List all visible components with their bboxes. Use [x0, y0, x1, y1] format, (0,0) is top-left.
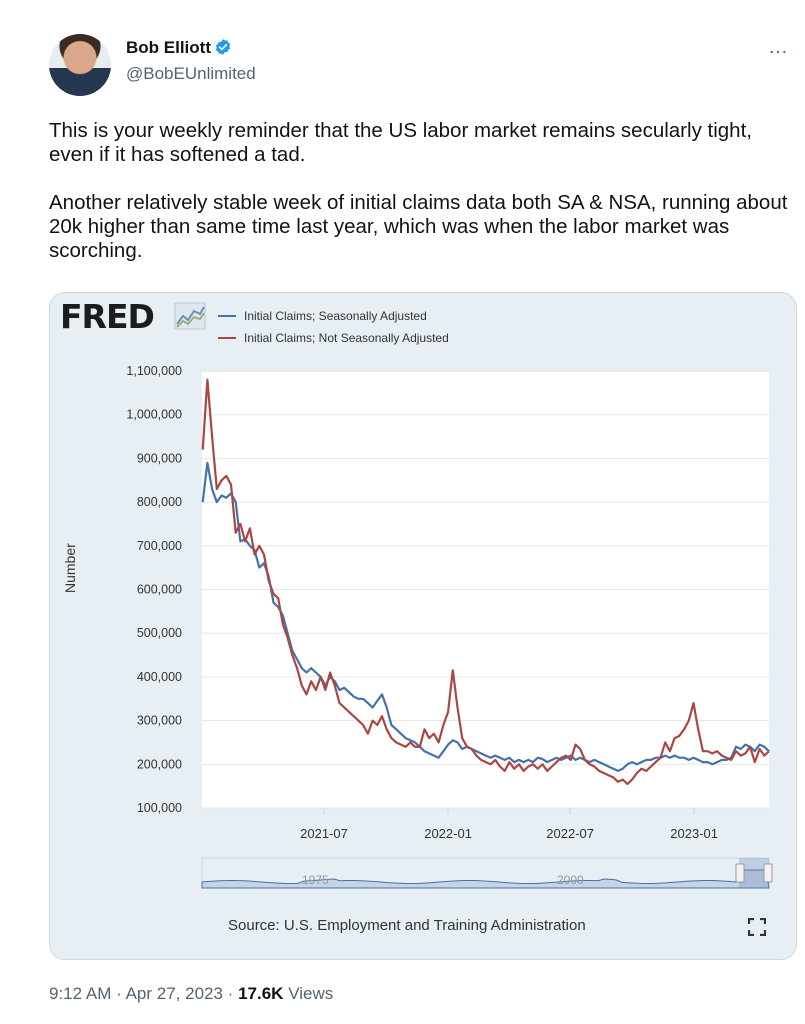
y-tick-label: 300,000 [137, 714, 182, 728]
x-tick-label: 2021-07 [300, 826, 348, 841]
author-name[interactable]: Bob Elliott [126, 38, 211, 57]
y-tick-label: 600,000 [137, 583, 182, 597]
tweet-paragraph: This is your weekly reminder that the US… [49, 119, 752, 166]
tweet-text: This is your weekly reminder that the US… [49, 119, 794, 287]
author-name-row[interactable]: Bob Elliott [126, 38, 232, 58]
chart-legend: Initial Claims; Seasonally Adjusted Init… [218, 305, 449, 349]
line-chart: 1,100,000 1,000,000 900,000 800,000 700,000 6… [126, 364, 773, 889]
navigator-series [201, 869, 770, 889]
author-handle[interactable]: @BobEUnlimited [126, 64, 256, 83]
views-count: 17.6K [238, 984, 284, 1003]
legend-label: Initial Claims; Seasonally Adjusted [244, 309, 427, 323]
tweet-timestamp[interactable]: 9:12 AM · Apr 27, 2023 · 17.6K Views [49, 984, 333, 1004]
navigator-label: 1975 [302, 873, 329, 887]
tweet-paragraph: Another relatively stable week of initia… [49, 191, 788, 262]
legend-swatch [218, 315, 236, 317]
y-tick-label: 800,000 [137, 495, 182, 509]
fullscreen-icon[interactable] [748, 918, 766, 936]
y-tick-label: 400,000 [137, 670, 182, 684]
tweet-time[interactable]: 9:12 AM [49, 984, 112, 1003]
legend-item[interactable]: Initial Claims; Not Seasonally Adjusted [218, 327, 449, 349]
avatar[interactable] [49, 34, 111, 96]
verified-badge-icon [215, 39, 231, 55]
y-tick-label: 100,000 [137, 801, 182, 815]
tweet-date[interactable]: Apr 27, 2023 [125, 984, 223, 1003]
legend-label: Initial Claims; Not Seasonally Adjusted [244, 331, 449, 345]
y-tick-label: 200,000 [137, 757, 182, 771]
series-line-sa [201, 461, 770, 772]
chart-card[interactable]: FRED Initial Claims; Seasonally Adjusted… [49, 292, 797, 960]
x-tick-label: 2023-01 [670, 826, 718, 841]
fred-chart-icon [174, 302, 206, 330]
y-tick-label: 500,000 [137, 626, 182, 640]
more-options-icon[interactable]: … [768, 36, 789, 58]
navigator-handle[interactable] [735, 863, 745, 883]
series-line-nsa [201, 378, 770, 786]
y-tick-label: 700,000 [137, 539, 182, 553]
x-tick-label: 2022-01 [424, 826, 472, 841]
chart-source: Source: U.S. Employment and Training Adm… [228, 917, 586, 934]
x-tick-label: 2022-07 [546, 826, 594, 841]
y-tick-label: 900,000 [137, 451, 182, 465]
separator: · [116, 984, 122, 1003]
views-label: Views [288, 984, 334, 1003]
fred-logo: FRED [60, 297, 155, 336]
navigator-handle[interactable] [763, 863, 773, 883]
navigator-label: 2000 [557, 873, 584, 887]
legend-item[interactable]: Initial Claims; Seasonally Adjusted [218, 305, 449, 327]
legend-swatch [218, 337, 236, 339]
y-tick-label: 1,000,000 [126, 408, 182, 422]
y-tick-label: 1,100,000 [126, 364, 182, 378]
separator: · [227, 984, 234, 1003]
